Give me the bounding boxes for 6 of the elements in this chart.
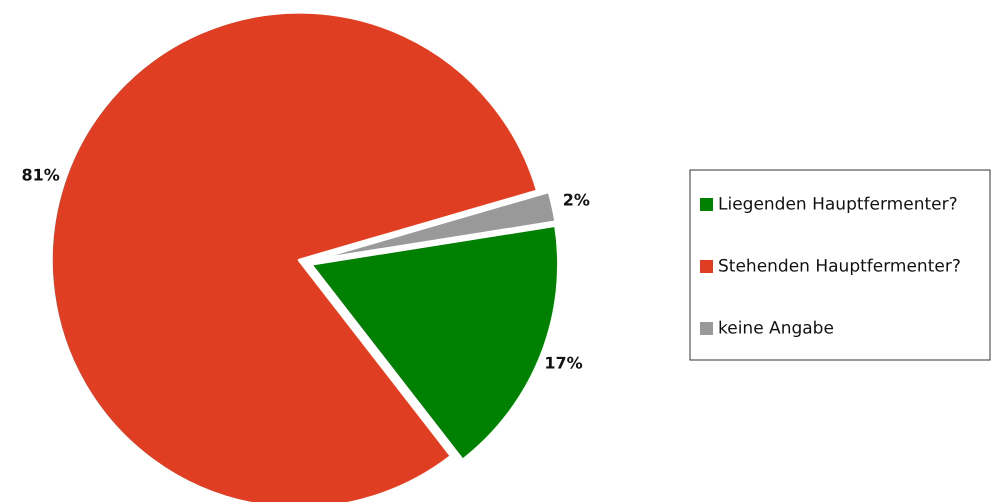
legend-label: keine Angabe bbox=[718, 318, 834, 339]
data-label: 17% bbox=[544, 354, 583, 373]
legend-label: Stehenden Hauptfermenter? bbox=[718, 256, 961, 277]
data-label: 81% bbox=[21, 165, 60, 184]
legend-label: Liegenden Hauptfermenter? bbox=[718, 194, 958, 215]
data-label: 2% bbox=[562, 190, 590, 210]
